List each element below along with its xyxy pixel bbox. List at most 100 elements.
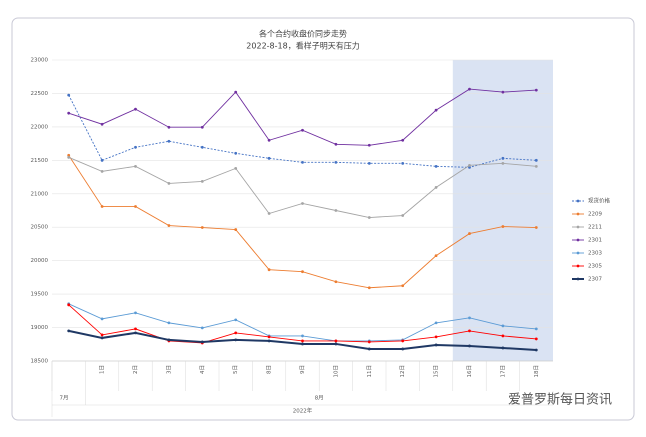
legend-label: 2301: [588, 238, 602, 244]
data-point: [334, 280, 338, 284]
data-point: [334, 342, 338, 346]
y-tick-label: 20000: [31, 258, 49, 264]
data-point: [401, 347, 405, 351]
data-point: [134, 145, 137, 149]
data-point: [434, 254, 438, 258]
data-point: [401, 138, 405, 142]
data-point: [267, 212, 271, 215]
legend-label: 2303: [588, 251, 602, 257]
data-point: [434, 108, 438, 112]
legend-marker: [576, 225, 580, 229]
data-point: [301, 202, 304, 205]
data-point: [534, 158, 538, 162]
data-point: [501, 156, 505, 160]
data-point: [534, 88, 538, 92]
legend-marker: [576, 264, 580, 268]
x-tick-label: 17日: [499, 365, 506, 378]
data-point: [434, 321, 438, 325]
data-point: [234, 228, 238, 231]
data-point: [267, 138, 271, 142]
y-tick-label: 22000: [31, 124, 49, 130]
data-point: [401, 284, 405, 288]
data-point: [134, 107, 137, 111]
legend-label: 2305: [588, 264, 602, 270]
x-tick-label: 12日: [399, 365, 406, 378]
y-tick-label: 21500: [31, 158, 49, 164]
x-tick-label: 9日: [299, 365, 306, 374]
legend-marker: [576, 277, 580, 281]
highlight-region: [452, 60, 553, 361]
legend-marker: [576, 238, 580, 242]
x-tick-label: 4日: [199, 365, 206, 374]
data-point: [200, 125, 204, 129]
data-point: [134, 164, 137, 168]
data-point: [134, 331, 137, 335]
x-group-label: 8月: [315, 395, 324, 402]
data-point: [234, 90, 238, 94]
data-point: [367, 286, 371, 290]
data-point: [334, 209, 338, 212]
data-point: [301, 334, 304, 338]
x-tick-label: 3日: [165, 365, 172, 374]
data-point: [234, 151, 238, 155]
data-point: [468, 232, 471, 235]
data-point: [200, 180, 204, 183]
x-tick-label: 1日: [99, 365, 106, 374]
legend-label: 2209: [588, 212, 602, 218]
data-point: [67, 155, 71, 159]
x-tick-label: 18日: [533, 365, 540, 378]
x-group-label: 7月: [60, 395, 69, 402]
y-tick-label: 19500: [31, 292, 49, 298]
data-point: [234, 166, 238, 170]
data-point: [167, 182, 171, 185]
data-point: [401, 161, 405, 165]
x-tick-label: 15日: [433, 365, 440, 378]
data-point: [434, 343, 438, 347]
data-point: [167, 125, 171, 129]
data-point: [534, 164, 538, 168]
data-point: [434, 186, 438, 189]
data-point: [367, 340, 371, 344]
data-point: [468, 329, 471, 333]
x-tick-label: 16日: [466, 365, 473, 378]
data-point: [501, 90, 505, 94]
legend-label: 2307: [588, 277, 602, 283]
data-point: [100, 158, 104, 162]
data-point: [501, 225, 505, 228]
x-tick-label: 11日: [366, 365, 373, 378]
data-point: [267, 339, 271, 343]
data-point: [167, 224, 171, 227]
chart-subtitle: 2022-8-18，看样子明天有压力: [246, 41, 359, 51]
data-point: [100, 333, 104, 337]
data-point: [100, 205, 104, 208]
y-tick-label: 21000: [31, 191, 49, 197]
y-tick-label: 20500: [31, 225, 49, 231]
data-point: [134, 327, 137, 331]
legend-marker: [576, 212, 580, 216]
data-point: [234, 331, 238, 335]
data-point: [367, 143, 371, 147]
data-point: [134, 205, 137, 208]
data-point: [267, 156, 271, 160]
x-tick-label: 10日: [332, 365, 339, 378]
legend-label: 2211: [588, 225, 602, 231]
data-point: [67, 93, 71, 97]
data-point: [301, 342, 304, 346]
data-point: [100, 336, 104, 340]
x-tick-label: 2日: [132, 365, 139, 374]
data-point: [67, 303, 71, 307]
data-point: [200, 326, 204, 330]
y-tick-label: 18500: [31, 359, 49, 365]
x-tick-label: 8日: [266, 365, 273, 374]
x-axis-label: 2022年: [293, 407, 313, 415]
chart-title: 各个合约收盘价同步走势: [259, 29, 347, 39]
data-point: [301, 270, 304, 274]
legend-marker: [576, 199, 580, 203]
legend-label: 现货价格: [588, 197, 611, 205]
data-point: [367, 216, 371, 219]
data-point: [468, 344, 471, 348]
data-point: [534, 327, 538, 331]
data-point: [167, 321, 171, 325]
data-point: [434, 164, 438, 168]
